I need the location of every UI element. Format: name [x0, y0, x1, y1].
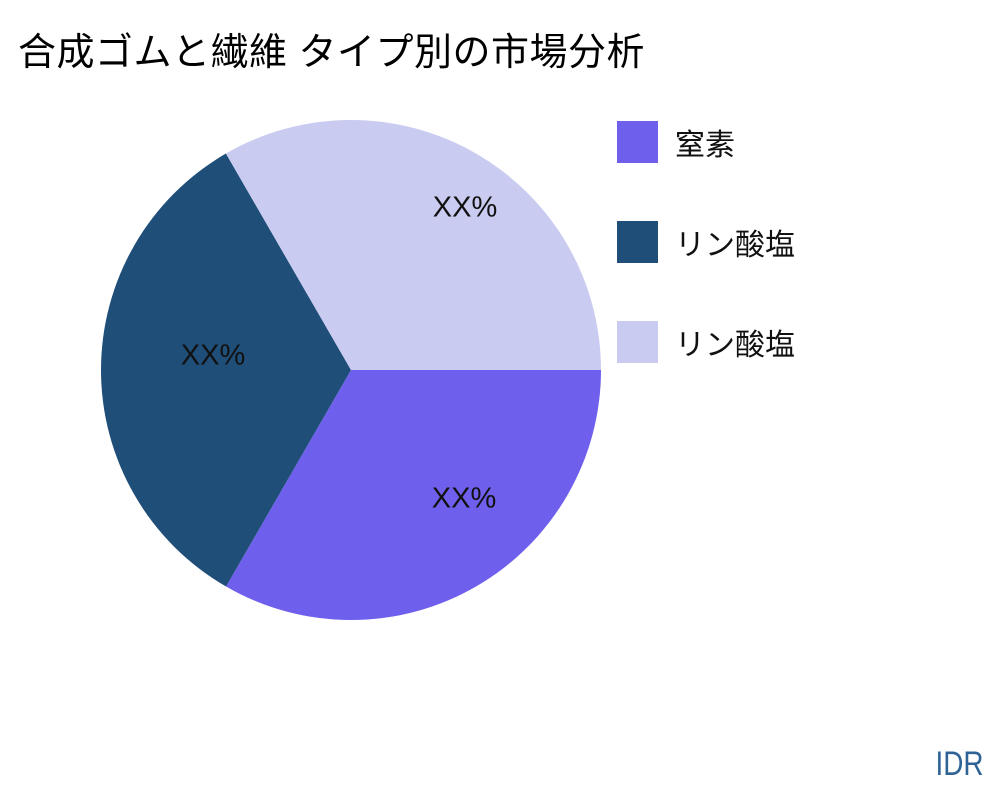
pie-slice-phosphate-light: [225, 120, 602, 371]
slice-label-nitrogen: XX%: [431, 482, 497, 515]
legend-item-phosphate-light: リン酸塩: [617, 320, 795, 364]
watermark-idr: IDR: [935, 745, 984, 783]
legend-label-phosphate-dark: リン酸塩: [675, 229, 795, 262]
slice-label-phosphate-dark: XX%: [180, 339, 246, 372]
legend-swatch-nitrogen: [617, 121, 658, 163]
pie-slice-phosphate-dark: [100, 153, 351, 587]
legend-label-phosphate-light: リン酸塩: [675, 329, 795, 362]
legend-item-nitrogen: 窒素: [617, 120, 795, 164]
legend-swatch-phosphate-light: [617, 321, 658, 363]
legend-swatch-phosphate-dark: [617, 221, 658, 263]
pie-slice-nitrogen: [226, 370, 601, 620]
legend: 窒素 リン酸塩 リン酸塩: [617, 120, 795, 364]
slice-label-phosphate-light: XX%: [432, 191, 498, 224]
chart-title: 合成ゴムと繊維 タイプ別の市場分析: [18, 32, 646, 74]
legend-item-phosphate-dark: リン酸塩: [617, 220, 795, 264]
legend-label-nitrogen: 窒素: [675, 129, 735, 162]
